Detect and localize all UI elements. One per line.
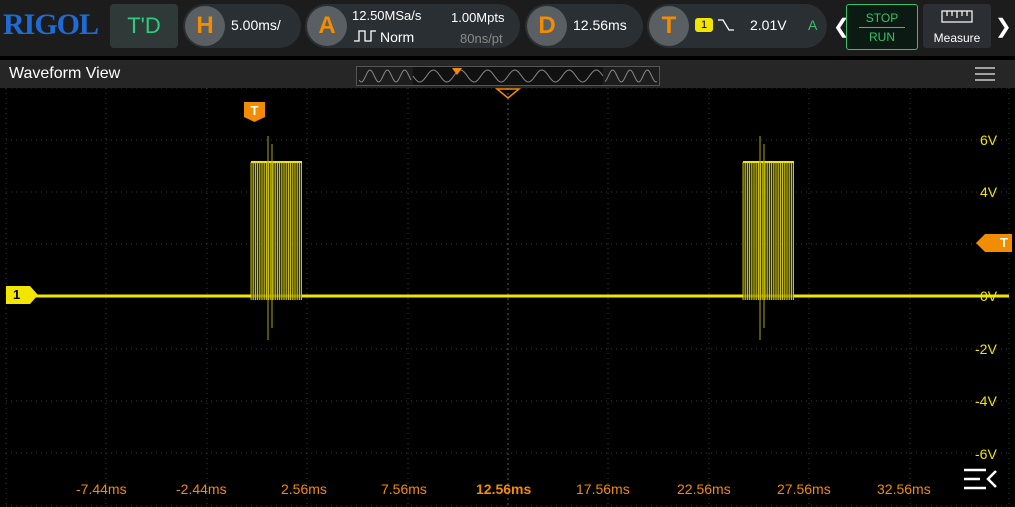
trigger-control[interactable]: T 1 2.01V A bbox=[647, 4, 827, 48]
horizontal-scale-control[interactable]: H 5.00ms/ bbox=[183, 4, 301, 48]
y-axis-label: 6V bbox=[980, 132, 998, 148]
x-axis-label: 22.56ms bbox=[677, 481, 731, 497]
run-stop-line1: STOP bbox=[865, 11, 899, 25]
td-button[interactable]: T'D bbox=[110, 4, 178, 48]
trigger-level-marker[interactable]: T bbox=[976, 234, 1012, 252]
hamburger-menu-icon[interactable] bbox=[975, 67, 995, 81]
y-axis-label: -4V bbox=[975, 393, 997, 409]
x-axis-label: 7.56ms bbox=[381, 481, 427, 497]
waveform-view-title: Waveform View bbox=[9, 65, 121, 82]
y-axis-label: 0V bbox=[980, 288, 998, 304]
x-axis-label: 17.56ms bbox=[576, 481, 630, 497]
collapse-menu-icon[interactable] bbox=[962, 467, 998, 491]
ch1-burst-fill bbox=[743, 162, 794, 300]
run-stop-line2: RUN bbox=[869, 30, 895, 44]
x-axis-label: 32.56ms bbox=[877, 481, 931, 497]
delay-icon: D bbox=[527, 6, 567, 46]
horizontal-icon: H bbox=[185, 6, 225, 46]
top-toolbar: RIGOL T'D H 5.00ms/ A 12.50MSa/s 1.00Mpt… bbox=[0, 0, 1015, 56]
delay-control[interactable]: D 12.56ms bbox=[525, 4, 643, 48]
waveform-graticule[interactable] bbox=[0, 88, 1015, 507]
x-axis-label: 27.56ms bbox=[777, 481, 831, 497]
run-stop-button[interactable]: STOP RUN bbox=[846, 4, 918, 50]
scroll-right-arrow[interactable]: ❯ bbox=[995, 16, 1012, 38]
acquire-icon: A bbox=[307, 6, 347, 46]
trigger-source-badge: 1 bbox=[695, 18, 713, 32]
overview-wave bbox=[358, 67, 658, 85]
memory-depth: 1.00Mpts bbox=[451, 10, 505, 25]
waveform-overview-bar[interactable] bbox=[356, 66, 660, 86]
x-axis-label: -7.44ms bbox=[76, 481, 127, 497]
trigger-level: 2.01V bbox=[750, 17, 787, 33]
y-axis-label: -2V bbox=[975, 341, 997, 357]
x-axis-label: -2.44ms bbox=[176, 481, 227, 497]
y-axis-label: 4V bbox=[980, 184, 998, 200]
rising-edge-icon bbox=[718, 19, 734, 31]
scroll-left-arrow[interactable]: ❮ bbox=[833, 16, 850, 38]
run-stop-divider bbox=[859, 27, 905, 28]
horizontal-scale-value: 5.00ms/ bbox=[231, 17, 281, 33]
y-axis-label: -6V bbox=[975, 446, 997, 462]
delay-value: 12.56ms bbox=[573, 17, 627, 33]
ch1-burst-fill bbox=[251, 162, 302, 300]
acquire-control[interactable]: A 12.50MSa/s 1.00Mpts Norm 80ns/pt bbox=[305, 4, 520, 48]
measure-label: Measure bbox=[933, 31, 981, 45]
trigger-position-marker bbox=[494, 88, 522, 99]
pulse-icon bbox=[354, 30, 376, 42]
time-per-point: 80ns/pt bbox=[460, 31, 503, 46]
rigol-logo: RIGOL bbox=[3, 8, 99, 41]
trigger-time-marker[interactable]: T bbox=[244, 102, 265, 122]
ruler-icon bbox=[941, 10, 973, 23]
sample-rate: 12.50MSa/s bbox=[352, 8, 422, 23]
channel1-offset-marker[interactable]: 1 bbox=[6, 286, 38, 304]
acquire-mode: Norm bbox=[380, 29, 415, 45]
x-axis-label-center: 12.56ms bbox=[476, 481, 532, 497]
x-axis-label: 2.56ms bbox=[281, 481, 327, 497]
measure-button[interactable]: Measure bbox=[923, 4, 991, 48]
trigger-status: A bbox=[808, 17, 818, 33]
trigger-icon: T bbox=[649, 6, 689, 46]
